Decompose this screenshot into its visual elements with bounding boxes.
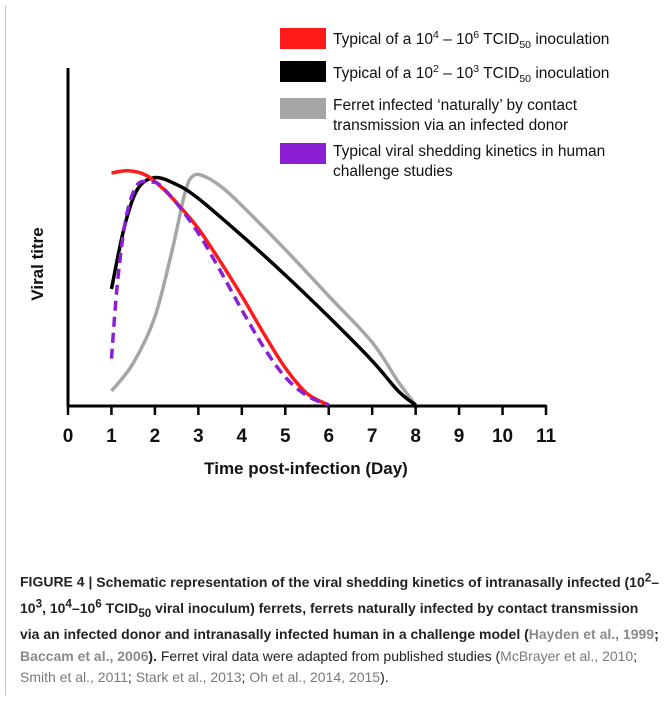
x-tick-label-9: 9 — [454, 426, 465, 447]
legend-entry-grey: Ferret infected ‘naturally’ by contact t… — [280, 97, 578, 134]
x-tick-label-0: 0 — [63, 426, 74, 447]
x-tick-label-4: 4 — [237, 426, 248, 447]
legend-label-grey-line1: Ferret infected ‘naturally’ by contact — [333, 97, 578, 114]
chart-legend: Typical of a 104 – 106 TCID50 inoculatio… — [280, 28, 609, 180]
reference-link-baccam[interactable]: Baccam et al., 2006 — [20, 647, 149, 664]
series-line-red — [111, 168, 330, 407]
reference-link-stark[interactable]: Stark et al., 2013 — [135, 669, 242, 686]
legend-label-purple-line1: Typical viral shedding kinetics in human — [333, 143, 605, 160]
x-tick-label-6: 6 — [323, 426, 334, 447]
legend-swatch-purple — [280, 143, 326, 164]
figure-frame — [5, 5, 662, 695]
series-line-purple-dashed — [109, 179, 330, 407]
legend-entry-purple: Typical viral shedding kinetics in human… — [280, 143, 605, 180]
x-tick-label-11: 11 — [536, 426, 557, 447]
reference-link-hayden[interactable]: Hayden et al., 1999 — [528, 626, 655, 643]
x-axis-ticks — [66, 405, 548, 415]
x-tick-label-7: 7 — [367, 426, 378, 447]
x-axis-tick-labels: 0 1 2 3 4 5 6 7 8 9 10 11 — [63, 426, 557, 447]
reference-link-mcbrayer[interactable]: McBrayer et al., 2010 — [500, 647, 634, 664]
legend-label-grey-line2: transmission via an infected donor — [333, 117, 568, 134]
viral-titre-chart: Typical of a 104 – 106 TCID50 inoculatio… — [28, 28, 609, 478]
series-line-grey — [110, 172, 418, 407]
x-tick-label-1: 1 — [106, 426, 117, 447]
figure-label: FIGURE 4 | — [20, 573, 97, 590]
legend-swatch-black — [280, 61, 326, 82]
x-tick-label-2: 2 — [150, 426, 161, 447]
x-tick-label-10: 10 — [492, 426, 513, 447]
legend-entry-black: Typical of a 102 – 103 TCID50 inoculatio… — [280, 61, 609, 85]
caption-bold-text: Schematic representation of the viral sh… — [20, 571, 660, 664]
caption-plain-text: Ferret viral data were adapted from publ… — [20, 647, 638, 686]
legend-swatch-grey — [280, 98, 326, 119]
legend-swatch-red — [280, 28, 326, 49]
x-tick-label-5: 5 — [280, 426, 291, 447]
x-tick-label-3: 3 — [193, 426, 204, 447]
figure-caption: FIGURE 4 | Schematic representation of t… — [20, 567, 660, 689]
series-line-black — [109, 175, 417, 407]
reference-link-smith[interactable]: Smith et al., 2011 — [20, 669, 128, 686]
y-axis-title: Viral titre — [28, 227, 47, 300]
legend-entry-red: Typical of a 104 – 106 TCID50 inoculatio… — [280, 28, 609, 51]
x-tick-label-8: 8 — [410, 426, 421, 447]
x-axis-title: Time post-infection (Day) — [204, 459, 408, 478]
legend-label-black: Typical of a 102 – 103 TCID50 inoculatio… — [333, 63, 609, 85]
chart-series — [109, 168, 418, 407]
legend-label-red: Typical of a 104 – 106 TCID50 inoculatio… — [333, 29, 609, 51]
legend-label-purple-line2: challenge studies — [333, 163, 453, 180]
reference-link-oh[interactable]: Oh et al., 2014, 2015 — [249, 669, 381, 686]
chart-axes: 0 1 2 3 4 5 6 7 8 9 10 11 Time post-infection (Day)… — [28, 68, 556, 478]
